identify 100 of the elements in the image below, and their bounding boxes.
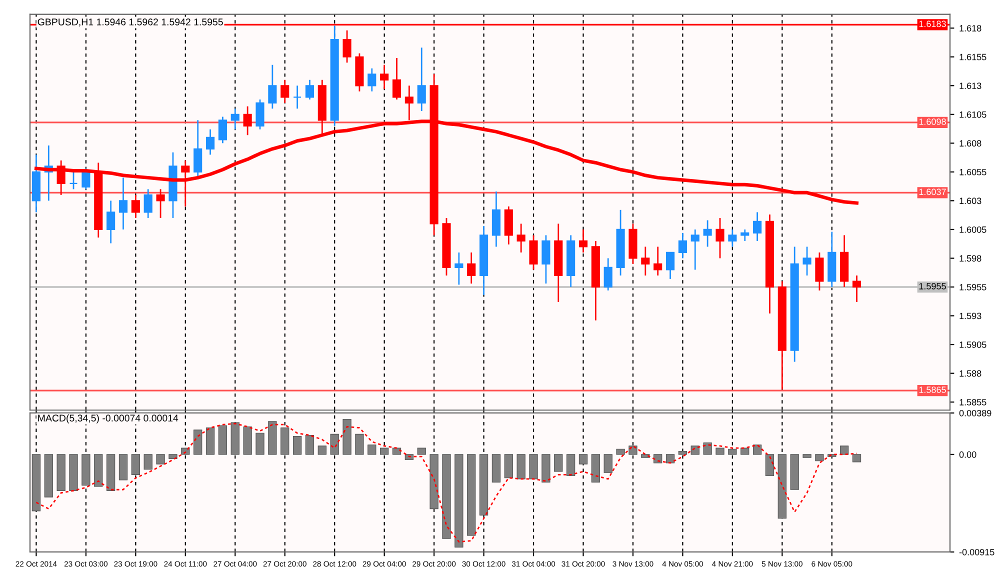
candlestick — [753, 212, 762, 242]
bar — [268, 421, 277, 455]
bar — [765, 454, 774, 476]
bar — [778, 454, 786, 519]
bar — [566, 454, 576, 476]
bar — [852, 454, 862, 462]
bar — [716, 448, 724, 455]
bar — [467, 454, 476, 536]
bar — [230, 422, 240, 455]
chart-title: MACD(5,34,5) -0.00074 0.00014 — [38, 414, 178, 424]
candlestick — [268, 64, 277, 110]
bar — [840, 446, 849, 455]
bar — [752, 444, 762, 455]
candlestick — [144, 188, 152, 219]
bar — [815, 454, 824, 462]
candlestick — [542, 234, 550, 284]
y-tick-label: 0.00389 — [959, 410, 992, 416]
candlestick — [467, 252, 476, 284]
candlestick — [716, 217, 724, 259]
y-tick-label: 1.5905 — [960, 342, 986, 348]
candlestick — [529, 234, 538, 270]
bar — [666, 454, 675, 464]
candlestick — [342, 30, 352, 64]
candlestick — [131, 194, 140, 219]
bar — [305, 434, 314, 455]
bar — [654, 454, 662, 464]
bar — [529, 454, 538, 480]
y-tick-label: -0.00915 — [959, 548, 994, 556]
bar — [144, 454, 152, 470]
candlestick — [578, 228, 588, 254]
bar — [591, 454, 600, 482]
bar — [430, 454, 438, 510]
candlestick — [703, 220, 712, 248]
bar — [256, 432, 264, 455]
candlestick — [690, 228, 700, 270]
bar — [243, 426, 252, 455]
candlestick — [156, 188, 165, 219]
candlestick — [852, 274, 862, 303]
bar — [417, 448, 426, 455]
candlestick — [654, 246, 662, 276]
y-tick-label: 1.588 — [960, 370, 982, 377]
candlestick — [280, 79, 290, 104]
ref-line-label: 1.5865 — [919, 386, 946, 393]
ref-line-label: 1.6037 — [919, 188, 946, 196]
candlestick — [194, 119, 202, 178]
bar — [32, 454, 41, 512]
candlestick — [417, 46, 426, 112]
bar — [292, 436, 302, 455]
candlestick — [454, 252, 464, 286]
y-tick-label: 1.598 — [960, 255, 982, 262]
bar — [131, 454, 140, 475]
bar — [118, 454, 128, 480]
ref-line-label: 1.5955 — [919, 283, 946, 290]
bar — [368, 444, 376, 455]
y-tick-label: 0.00 — [959, 451, 976, 458]
bar — [206, 428, 215, 455]
y-tick-label: 1.6155 — [960, 54, 986, 60]
y-tick-label: 1.603 — [960, 198, 982, 204]
y-tick-label: 1.6105 — [960, 111, 986, 118]
bar — [616, 448, 625, 455]
bar — [82, 454, 90, 486]
y-tick-label: 1.608 — [960, 140, 982, 147]
candlestick — [118, 176, 128, 230]
bar — [106, 454, 116, 491]
bar — [380, 448, 389, 455]
bar — [678, 450, 688, 455]
candlestick — [516, 223, 526, 254]
candlestick — [230, 108, 240, 130]
bar — [392, 448, 402, 455]
candlestick — [218, 116, 227, 144]
bar — [554, 454, 563, 472]
candlestick — [678, 232, 687, 259]
bar — [94, 454, 103, 487]
bar — [342, 418, 352, 455]
bar — [156, 454, 165, 464]
bar — [504, 454, 513, 478]
candlestick — [69, 171, 78, 190]
bar — [454, 454, 464, 548]
y-tick-label: 1.5855 — [960, 399, 986, 406]
bar — [790, 454, 799, 490]
bar — [318, 446, 326, 455]
candlestick — [740, 228, 750, 242]
candlestick — [243, 106, 252, 136]
bar — [442, 454, 451, 539]
bar — [69, 454, 78, 491]
y-tick-label: 1.6005 — [960, 226, 986, 233]
bar — [542, 454, 550, 482]
chart-title: GBPUSD,H1 1.5946 1.5962 1.5942 1.5955 — [38, 18, 223, 27]
bar — [479, 454, 488, 516]
line-series — [36, 422, 858, 543]
candlestick — [256, 98, 264, 130]
candlestick — [305, 79, 314, 100]
candlestick — [368, 68, 376, 92]
y-tick-label: 1.618 — [960, 25, 982, 32]
y-tick-label: 1.6055 — [960, 168, 986, 176]
y-tick-label: 1.593 — [960, 312, 982, 320]
bar — [492, 454, 501, 482]
candlestick — [666, 252, 675, 280]
y-tick-label: 1.613 — [960, 82, 982, 89]
bar — [355, 434, 364, 455]
